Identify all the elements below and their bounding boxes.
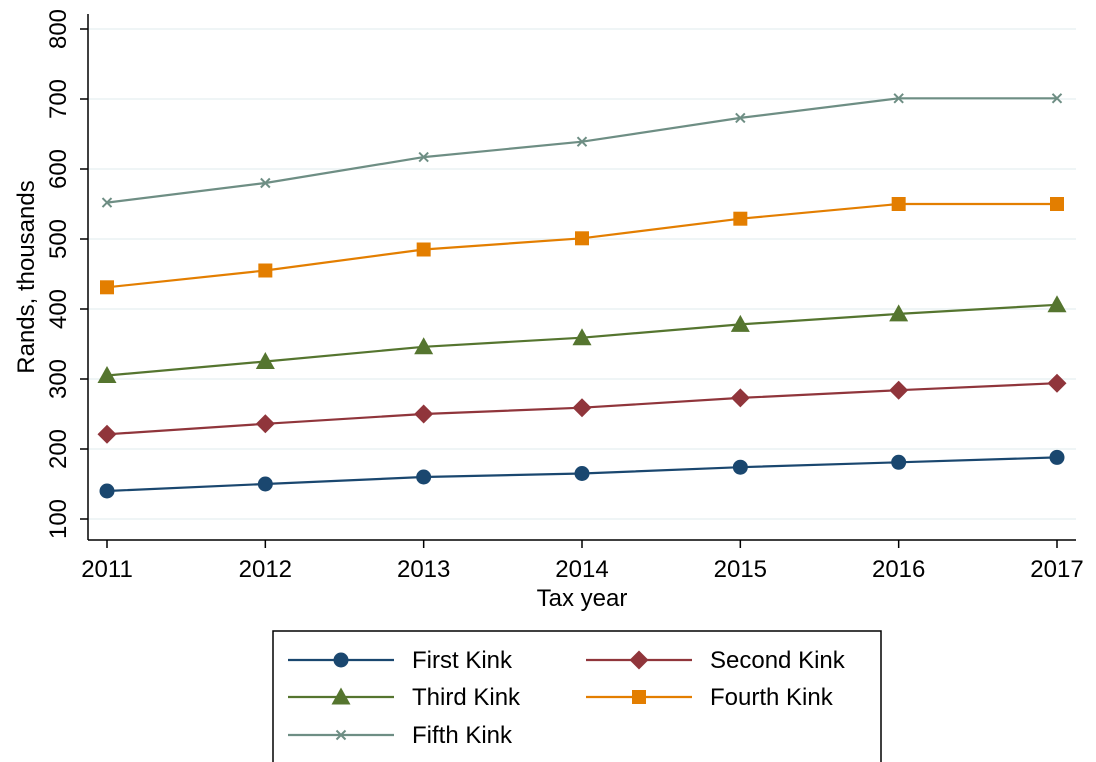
legend-item-first-kink: First Kink — [288, 647, 513, 674]
data-point-fourth-kink — [258, 263, 273, 278]
series-first-kink — [99, 449, 1065, 499]
x-tick-label: 2016 — [872, 556, 925, 583]
data-point-first-kink — [574, 466, 590, 481]
x-tick-label: 2014 — [555, 556, 608, 583]
data-point-third-kink — [730, 314, 750, 332]
x-tick-label: 2017 — [1030, 556, 1083, 583]
legend-marker — [629, 650, 649, 670]
series-fifth-kink — [101, 93, 1063, 208]
series-line-fifth-kink — [106, 97, 1057, 204]
data-point-second-kink — [97, 424, 117, 444]
data-point-fourth-kink — [891, 197, 906, 211]
data-point-fifth-kink — [735, 112, 746, 124]
data-point-first-kink — [99, 483, 115, 499]
x-axis-title: Tax year — [537, 585, 628, 612]
series-line-fourth-kink — [106, 202, 1057, 289]
legend-marker — [335, 729, 347, 741]
y-tick-label: 800 — [45, 9, 72, 49]
series — [97, 93, 1067, 499]
series-third-kink — [97, 295, 1067, 383]
x-tick-label: 2012 — [239, 556, 292, 583]
legend-item-second-kink: Second Kink — [586, 647, 846, 674]
y-axis-title: Rands, thousands — [13, 180, 40, 373]
data-point-fifth-kink — [576, 136, 588, 147]
data-point-second-kink — [889, 380, 909, 400]
legend-label: Second Kink — [710, 647, 846, 674]
data-point-third-kink — [414, 337, 434, 355]
x-tick-label: 2015 — [714, 556, 767, 583]
y-tick-label: 600 — [45, 149, 72, 189]
data-point-second-kink — [255, 414, 275, 434]
y-tick-label: 500 — [45, 219, 72, 259]
data-point-first-kink — [891, 454, 907, 470]
data-point-fifth-kink — [1051, 93, 1063, 104]
y-tick-label: 400 — [45, 289, 72, 329]
data-point-fourth-kink — [733, 211, 748, 226]
legend-marker — [333, 652, 349, 668]
data-point-fifth-kink — [260, 177, 271, 189]
legend-item-fourth-kink: Fourth Kink — [586, 684, 834, 711]
x-tick-label: 2011 — [81, 556, 133, 583]
data-point-fourth-kink — [416, 242, 431, 257]
series-second-kink — [97, 373, 1067, 444]
data-point-second-kink — [572, 398, 592, 418]
y-ticks: 100 200 300 400 500 600 700 800 — [45, 9, 88, 539]
data-point-fourth-kink — [1050, 197, 1064, 211]
y-tick-label: 300 — [45, 359, 72, 399]
y-tick-label: 100 — [45, 499, 72, 539]
data-point-third-kink — [572, 328, 592, 346]
legend-marker — [632, 690, 646, 704]
data-point-first-kink — [1049, 449, 1065, 465]
data-point-second-kink — [1047, 373, 1067, 393]
data-point-second-kink — [730, 388, 750, 408]
x-tick-label: 2013 — [397, 556, 450, 583]
legend-label: Fourth Kink — [710, 684, 834, 711]
data-point-fifth-kink — [101, 197, 113, 208]
data-point-third-kink — [255, 352, 275, 369]
data-point-third-kink — [97, 366, 117, 383]
legend-label: Third Kink — [412, 684, 521, 711]
data-point-fifth-kink — [893, 93, 904, 104]
data-point-first-kink — [416, 469, 432, 485]
legend-item-third-kink: Third Kink — [288, 684, 521, 711]
data-point-third-kink — [889, 304, 909, 322]
data-point-fourth-kink — [100, 280, 114, 295]
legend-label: Fifth Kink — [412, 722, 513, 749]
y-tick-label: 200 — [45, 429, 72, 469]
data-point-first-kink — [732, 459, 748, 475]
legend-marker — [331, 687, 351, 705]
data-point-second-kink — [414, 404, 434, 424]
x-ticks: 2011 2012 2013 2014 2015 2016 2017 — [81, 540, 1084, 583]
data-point-first-kink — [257, 476, 273, 492]
data-point-fourth-kink — [575, 231, 589, 246]
data-point-fifth-kink — [418, 151, 429, 163]
legend: First Kink Second Kink Third Kink Fourth Ki… — [272, 630, 882, 762]
data-point-third-kink — [1047, 295, 1067, 313]
series-fourth-kink — [100, 197, 1064, 295]
legend-item-fifth-kink: Fifth Kink — [288, 722, 513, 749]
legend-label: First Kink — [412, 647, 513, 674]
y-tick-label: 700 — [45, 79, 72, 119]
